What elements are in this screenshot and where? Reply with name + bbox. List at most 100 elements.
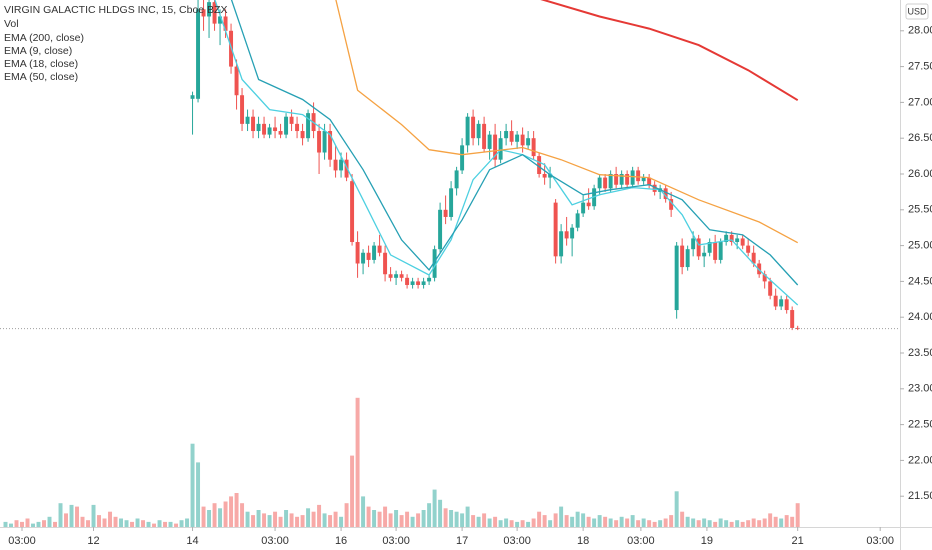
candle-body xyxy=(251,116,256,132)
volume-bar xyxy=(141,520,146,527)
volume-bar xyxy=(273,511,278,527)
candle-body xyxy=(361,252,366,264)
candle-body xyxy=(207,2,212,17)
volume-bar xyxy=(636,520,641,527)
candle-body xyxy=(410,281,415,285)
candle-body xyxy=(619,173,624,185)
candle-body xyxy=(295,123,300,132)
volume-bar xyxy=(515,521,520,527)
y-tick-label: 25.50 xyxy=(908,204,932,216)
volume-bar xyxy=(278,516,283,527)
x-tick-label: 16 xyxy=(335,535,347,547)
volume-bar xyxy=(9,523,13,527)
candle-body xyxy=(531,138,536,157)
x-tick-label: 03:00 xyxy=(261,535,289,547)
candle-body xyxy=(790,310,795,328)
volume-bar xyxy=(355,397,360,527)
volume-bar xyxy=(614,520,619,527)
volume-bar xyxy=(438,499,443,527)
volume-bar xyxy=(377,511,382,527)
candle-body xyxy=(647,177,652,185)
candle-body xyxy=(581,202,586,214)
volume-bar xyxy=(80,516,85,527)
candle-body xyxy=(570,227,575,239)
volume-bar xyxy=(570,516,575,527)
x-tick-label: 17 xyxy=(456,535,468,547)
volume-bar xyxy=(64,513,68,527)
candle-body xyxy=(575,213,580,228)
candle-body xyxy=(267,127,272,135)
candle-body xyxy=(746,245,751,253)
candle-body xyxy=(355,242,360,264)
candle-body xyxy=(344,159,349,178)
x-tick-label: 03:00 xyxy=(8,535,36,547)
candle-body xyxy=(608,173,613,189)
candle-body xyxy=(685,249,690,268)
candle-body xyxy=(795,327,800,329)
legend-entry: EMA (9, close) xyxy=(4,45,72,57)
y-tick-label: 23.50 xyxy=(908,347,932,359)
volume-bar xyxy=(493,516,498,527)
volume-bar xyxy=(702,518,707,527)
candle-body xyxy=(438,209,443,250)
volume-bar xyxy=(14,520,19,527)
candle-body xyxy=(300,131,305,139)
volume-bar xyxy=(119,518,124,527)
volume-bar xyxy=(652,521,657,527)
volume-bar xyxy=(245,511,250,527)
volume-bar xyxy=(454,511,459,527)
candle-body xyxy=(586,202,591,207)
volume-bar xyxy=(592,518,597,527)
candle-body xyxy=(273,127,278,132)
currency-box[interactable] xyxy=(905,3,929,20)
candle-body xyxy=(317,131,322,153)
candle-body xyxy=(696,238,701,257)
x-tick-label: 21 xyxy=(792,535,804,547)
candle-body xyxy=(553,202,558,257)
volume-bar xyxy=(790,516,795,527)
candle-body xyxy=(454,170,459,189)
volume-bar xyxy=(47,516,52,527)
y-tick-label: 21.50 xyxy=(908,490,932,502)
candle-body xyxy=(707,242,712,253)
volume-bar xyxy=(388,513,393,527)
volume-bar xyxy=(256,510,261,527)
candle-body xyxy=(762,274,767,282)
volume-legend: Vol xyxy=(4,18,19,30)
ema-line xyxy=(540,0,799,102)
volume-bar xyxy=(498,520,503,527)
volume-bar xyxy=(306,508,311,527)
volume-bar xyxy=(449,510,454,527)
candle-body xyxy=(564,231,569,239)
candle-body xyxy=(691,238,696,250)
candle-body xyxy=(526,138,531,146)
volume-bar xyxy=(465,506,470,527)
candle-body xyxy=(713,242,718,260)
volume-bar xyxy=(152,523,157,527)
candle-body xyxy=(262,123,267,135)
volume-bar xyxy=(218,508,223,527)
volume-bar xyxy=(25,518,30,527)
candle-body xyxy=(641,177,646,182)
candle-body xyxy=(372,245,377,260)
candle-body xyxy=(443,209,448,217)
y-tick-label: 22.00 xyxy=(908,454,932,466)
volume-bar xyxy=(669,515,674,527)
volume-bar xyxy=(207,510,212,527)
volume-bar xyxy=(471,515,476,527)
legend-entry: EMA (200, close) xyxy=(4,32,84,44)
candle-body xyxy=(729,234,734,243)
candle-body xyxy=(509,131,514,142)
volume-bar xyxy=(564,515,569,527)
candle-body xyxy=(416,281,421,285)
volume-bar xyxy=(658,520,663,527)
candle-body xyxy=(322,131,327,153)
volume-bar xyxy=(212,503,217,527)
y-tick-label: 24.50 xyxy=(908,275,932,287)
volume-bar xyxy=(344,503,349,527)
candle-body xyxy=(542,173,547,178)
x-tick-label: 14 xyxy=(186,535,198,547)
candle-body xyxy=(537,156,542,174)
candle-body xyxy=(240,95,245,124)
